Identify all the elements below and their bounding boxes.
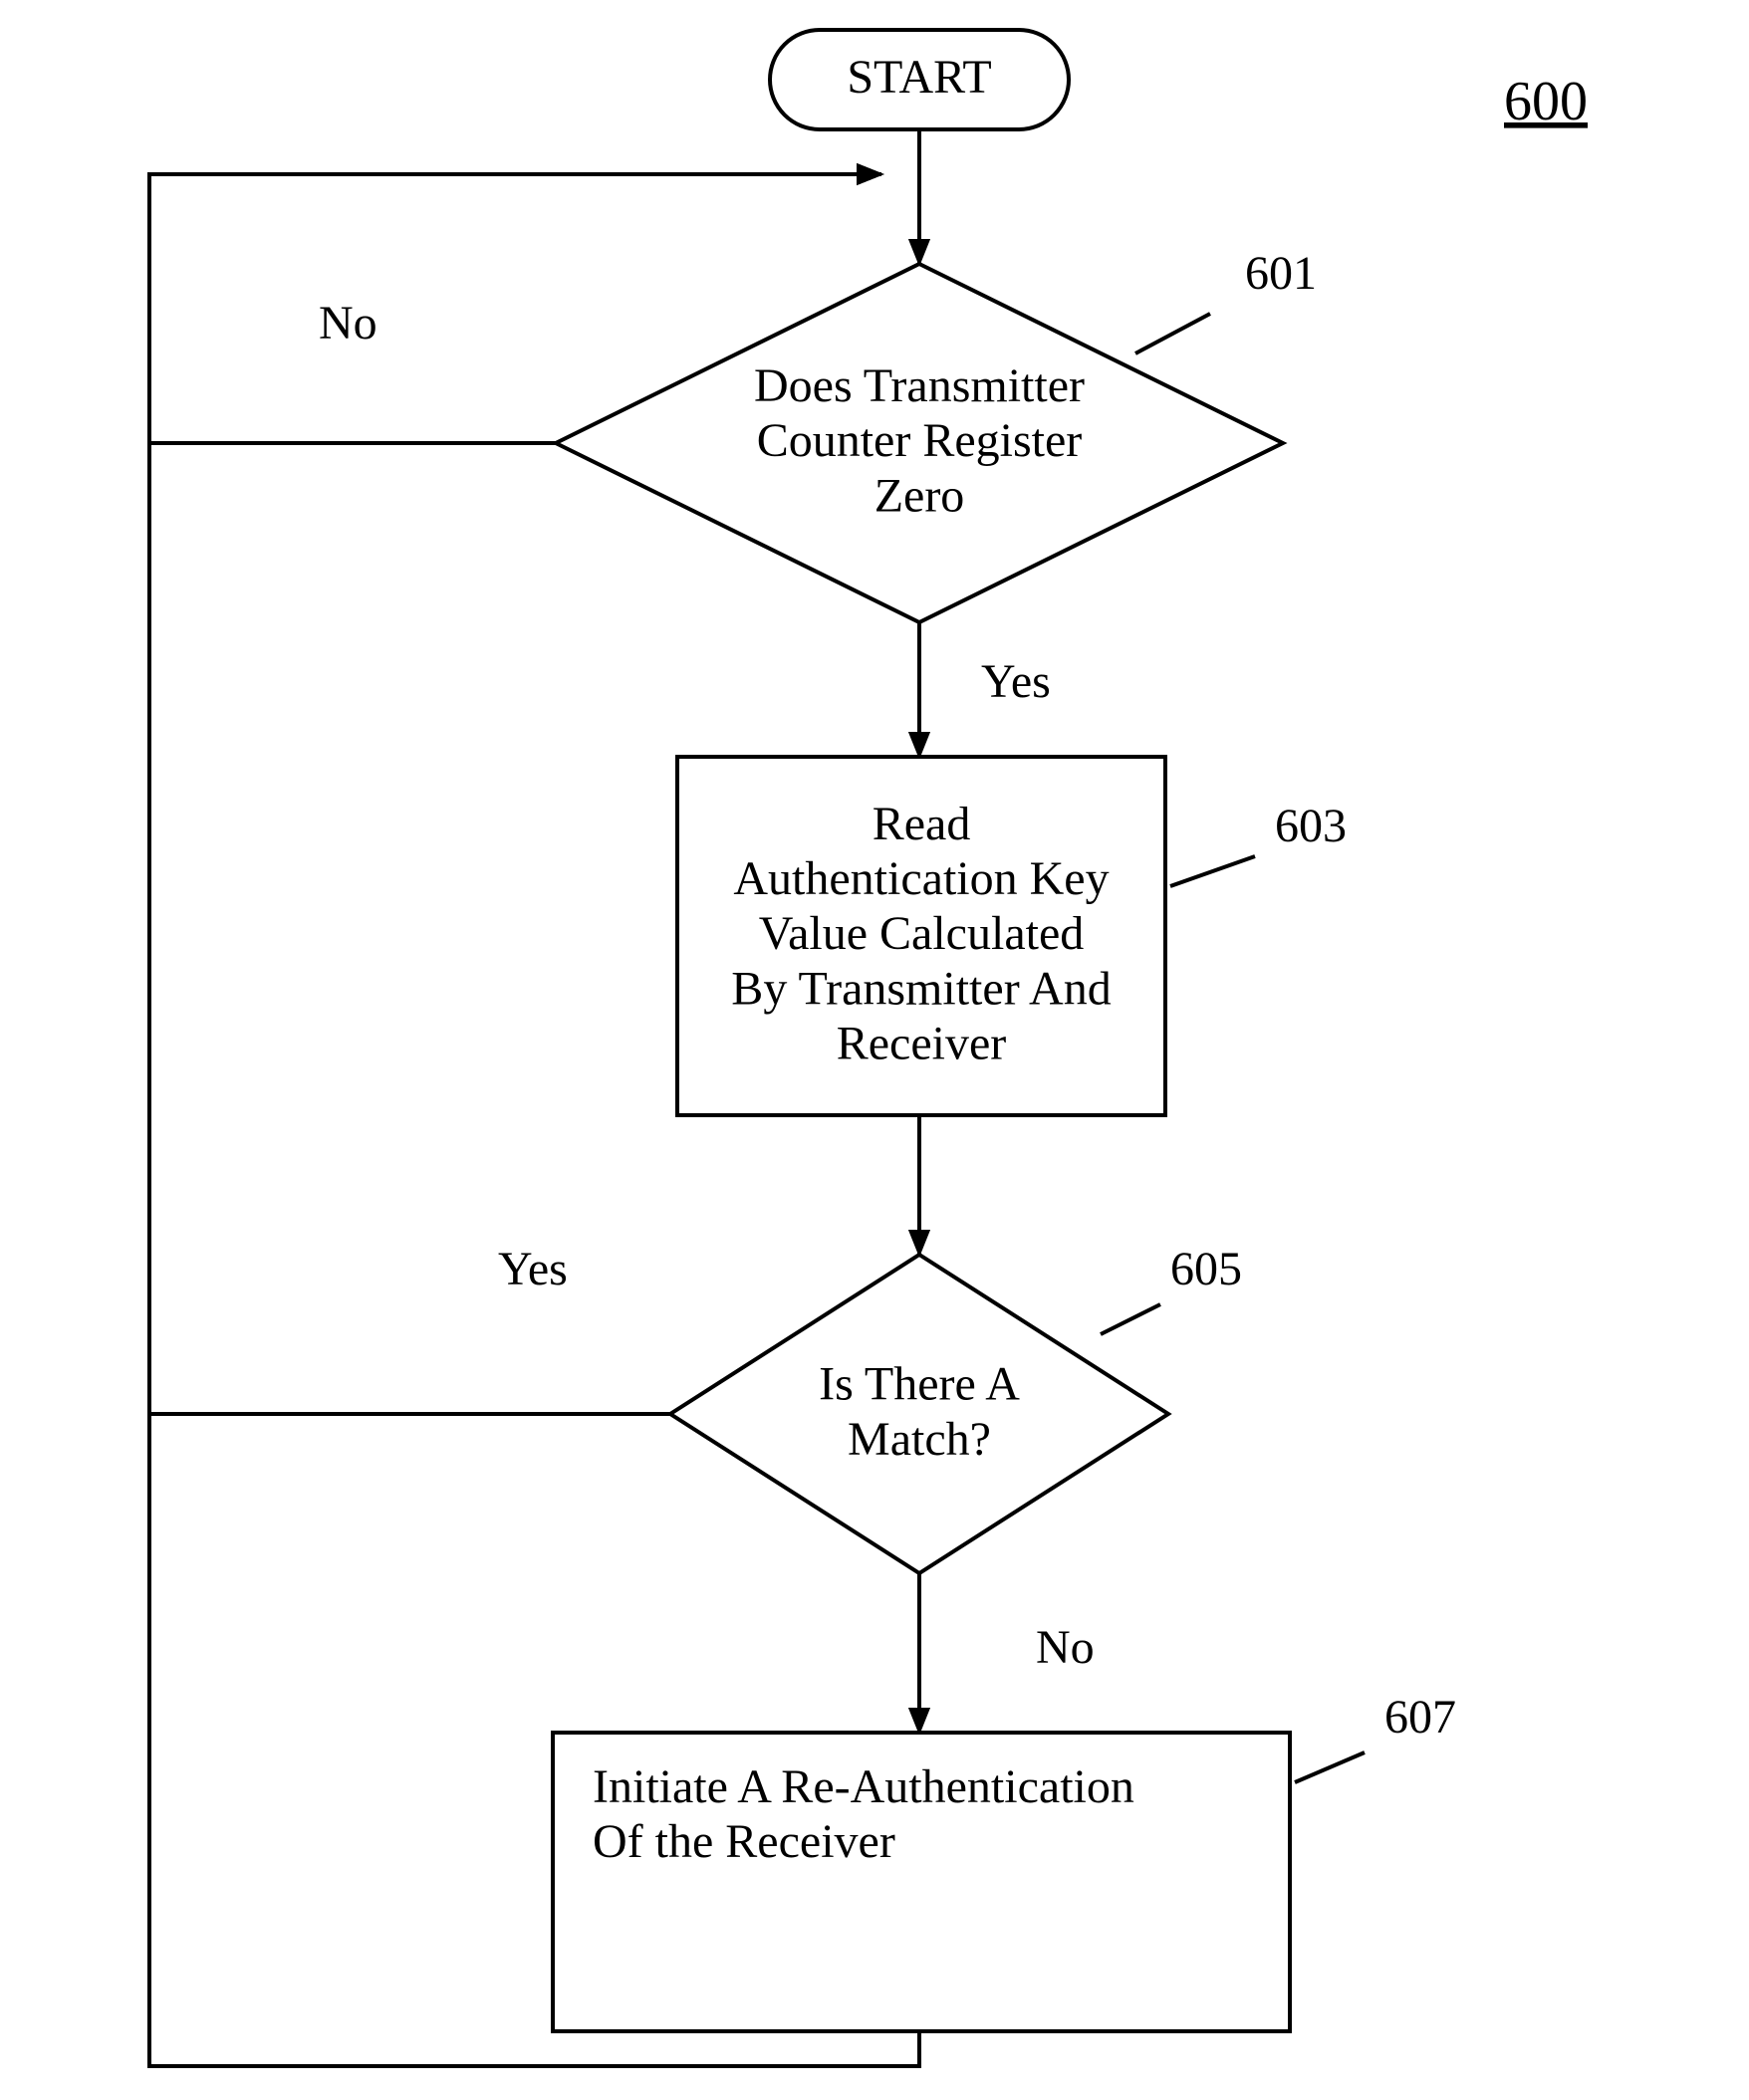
edge-label-605-start: Yes bbox=[498, 1243, 568, 1295]
node-start-text: START bbox=[847, 51, 991, 104]
flowchart: Yes No No Yes Does TransmitterCounter Regist… bbox=[0, 0, 1749, 2100]
node-607: Initiate A Re-AuthenticationOf the Recei… bbox=[553, 1733, 1290, 2031]
ref-number-603: 603 bbox=[1275, 800, 1347, 852]
node-603: ReadAuthentication KeyValue CalculatedBy… bbox=[677, 757, 1165, 1115]
figure-number: 600 bbox=[1504, 71, 1588, 132]
ref-number-605: 605 bbox=[1170, 1243, 1242, 1295]
ref-number-601: 601 bbox=[1245, 247, 1317, 300]
node-start: START bbox=[770, 30, 1069, 129]
node-605: Is There AMatch? bbox=[670, 1255, 1168, 1573]
ref-leader-605 bbox=[1101, 1304, 1160, 1334]
edge-label-605-607: No bbox=[1036, 1621, 1095, 1674]
edge-label-601-start: No bbox=[319, 297, 377, 350]
ref-number-607: 607 bbox=[1384, 1691, 1456, 1744]
node-601: Does TransmitterCounter RegisterZero bbox=[556, 264, 1283, 622]
edge-label-601-603: Yes bbox=[981, 655, 1051, 708]
ref-leader-603 bbox=[1170, 856, 1255, 886]
ref-leader-607 bbox=[1295, 1752, 1365, 1782]
ref-leader-601 bbox=[1135, 314, 1210, 353]
